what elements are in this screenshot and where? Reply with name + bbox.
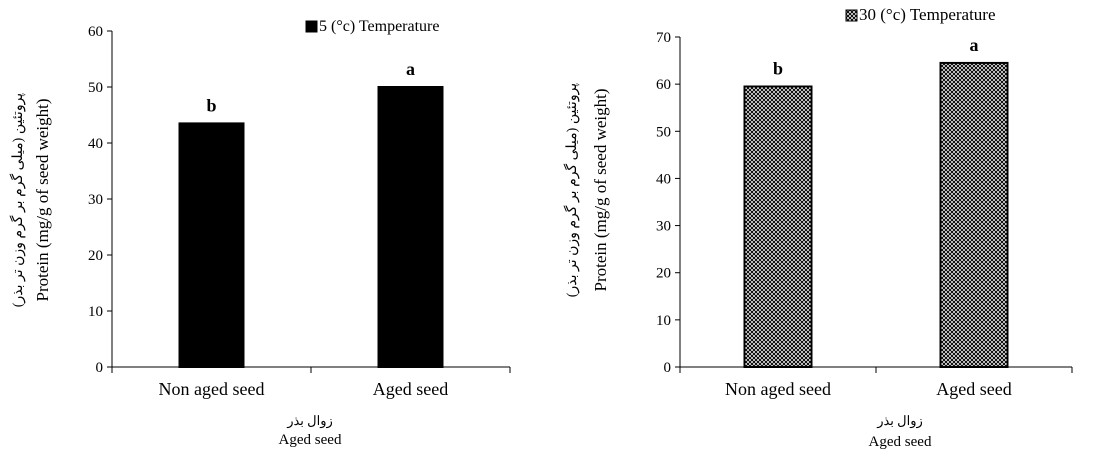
bar — [178, 122, 245, 369]
y-tick-label: 30 — [656, 219, 671, 235]
y-tick-label: 20 — [88, 248, 103, 264]
y-axis-label: Protein (mg/g of seed weight) — [33, 98, 52, 301]
bar — [939, 61, 1009, 369]
y-tick-label: 30 — [88, 192, 103, 208]
y-tick-label: 50 — [656, 124, 671, 140]
bar-significance-label: b — [206, 95, 216, 115]
x-axis-label-fa: زوال بذر — [876, 413, 923, 429]
y-axis-label: Protein (mg/g of seed weight) — [591, 88, 610, 291]
x-axis-label: Aged seed — [869, 434, 932, 450]
y-tick-label: 50 — [88, 80, 103, 96]
bar-significance-label: a — [970, 35, 979, 55]
x-category-label: Aged seed — [373, 379, 448, 399]
legend-swatch — [305, 20, 318, 33]
y-tick-label: 0 — [96, 360, 104, 376]
y-tick-label: 10 — [656, 313, 671, 329]
y-tick-label: 60 — [88, 24, 103, 40]
legend-swatch — [845, 9, 858, 22]
y-tick-label: 60 — [656, 77, 671, 93]
y-axis-label-fa: پروتئین (میلی گرم بر گرم وزن تر بذر) — [563, 83, 580, 298]
x-axis-label: Aged seed — [279, 432, 342, 448]
bar-significance-label: b — [773, 59, 783, 79]
chart-1: 0 10 20 30 40 50 60 b Non aged seed a Aged seed 5 (… — [9, 18, 511, 448]
y-axis-label-fa: پروتئین (میلی گرم بر گرم وزن تر بذر) — [9, 93, 26, 308]
y-tick-label: 0 — [664, 360, 672, 376]
y-tick-label: 10 — [88, 304, 103, 320]
x-category-label: Aged seed — [936, 379, 1011, 399]
y-tick-label: 70 — [656, 30, 671, 46]
bar — [743, 85, 813, 368]
chart-2: 0 10 20 30 40 50 60 70 b Non aged seed a Aged seed 3… — [563, 5, 1073, 450]
x-category-label: Non aged seed — [725, 379, 831, 399]
legend-label: 30 (°c) Temperature — [859, 5, 996, 24]
x-category-label: Non aged seed — [159, 379, 265, 399]
legend-label: 5 (°c) Temperature — [319, 18, 439, 35]
y-tick-label: 40 — [656, 171, 671, 187]
y-tick-label: 20 — [656, 266, 671, 282]
bar — [377, 86, 444, 368]
bar-significance-label: a — [406, 59, 415, 79]
y-tick-label: 40 — [88, 136, 103, 152]
x-axis-label-fa: زوال بذر — [286, 413, 333, 429]
